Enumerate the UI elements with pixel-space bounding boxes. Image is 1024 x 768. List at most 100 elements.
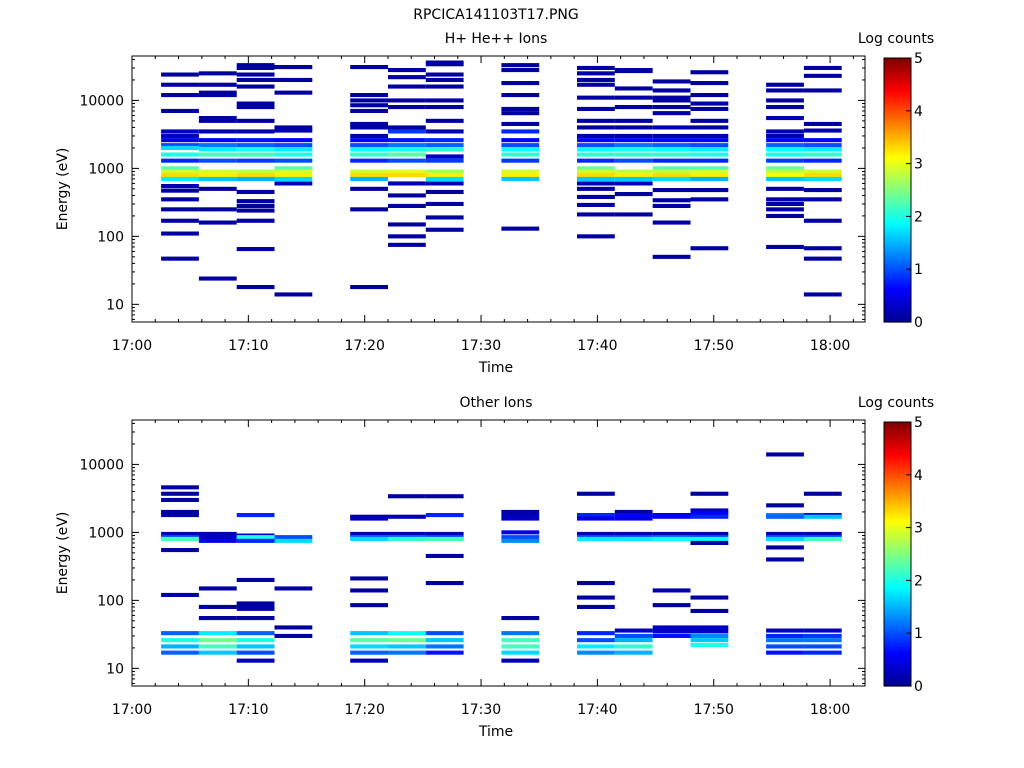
heatmap-cell xyxy=(236,535,275,540)
heatmap-cell xyxy=(501,138,540,143)
heatmap-cell xyxy=(198,220,237,225)
colorbar-segment xyxy=(884,521,911,524)
heatmap-cell xyxy=(690,188,729,193)
heatmap-cell xyxy=(274,128,313,133)
heatmap-cell xyxy=(614,644,653,649)
heatmap-cell xyxy=(690,638,729,643)
colorbar-segment xyxy=(884,485,911,489)
heatmap-cell xyxy=(198,644,237,649)
heatmap-cells xyxy=(161,452,842,663)
colorbar-segment xyxy=(884,104,911,107)
colorbar-segment xyxy=(884,216,911,220)
heatmap-cell xyxy=(652,254,691,259)
heatmap-cell xyxy=(652,88,691,93)
heatmap-cell xyxy=(236,129,275,134)
colorbar-segment xyxy=(884,525,911,529)
heatmap-cell xyxy=(652,111,691,116)
heatmap-cell xyxy=(501,516,540,521)
y-tick-label: 100 xyxy=(97,593,124,609)
heatmap-cell xyxy=(577,158,615,163)
colorbar-segment xyxy=(884,675,911,678)
colorbar-segment xyxy=(884,253,911,257)
heatmap-cell xyxy=(766,88,804,93)
colorbar-frame xyxy=(883,57,912,323)
colorbar-segment xyxy=(884,88,911,92)
heatmap-cell xyxy=(198,172,237,177)
heatmap-cell xyxy=(652,203,691,208)
heatmap-cell xyxy=(388,129,426,134)
heatmap-cell xyxy=(652,625,691,630)
heatmap-cell xyxy=(614,69,653,74)
colorbar-segment xyxy=(884,130,911,134)
heatmap-cell xyxy=(198,118,237,123)
colorbar-segment xyxy=(884,273,911,277)
colorbar-segment xyxy=(884,567,911,570)
heatmap-cell xyxy=(501,650,540,655)
colorbar-segment xyxy=(884,262,911,266)
colorbar-segment xyxy=(884,143,911,147)
heatmap-cell xyxy=(161,184,199,189)
heatmap-cell xyxy=(501,158,540,163)
heatmap-cell xyxy=(425,536,464,541)
heatmap-cell xyxy=(652,79,691,84)
colorbar-segment xyxy=(884,633,911,636)
colorbar-segment xyxy=(884,650,911,654)
y-tick-label: 1000 xyxy=(88,525,124,541)
heatmap-cell xyxy=(161,152,199,157)
colorbar-segment xyxy=(884,505,911,509)
colorbar-segment xyxy=(884,132,911,136)
colorbar-segment xyxy=(884,108,911,112)
heatmap-cell xyxy=(198,538,237,543)
heatmap-cell xyxy=(425,553,464,558)
heatmap-cell xyxy=(350,121,388,126)
heatmap-cell xyxy=(501,63,540,68)
heatmap-cell xyxy=(803,644,842,649)
colorbar-segment xyxy=(884,97,911,101)
heatmap-cell xyxy=(766,143,804,148)
heatmap-cell xyxy=(690,531,729,536)
heatmap-cell xyxy=(388,536,426,541)
colorbar-segment xyxy=(884,181,911,184)
heatmap-cell xyxy=(236,538,275,543)
heatmap-cell xyxy=(501,81,540,86)
heatmap-cell xyxy=(161,497,199,502)
heatmap-cell xyxy=(766,186,804,191)
colorbar-segment xyxy=(884,302,911,305)
heatmap-cell xyxy=(236,147,275,152)
colorbar-segment xyxy=(884,86,911,90)
heatmap-cell xyxy=(425,77,464,82)
heatmap-cell xyxy=(614,192,653,197)
heatmap-cell xyxy=(652,95,691,100)
heatmap-cell xyxy=(236,616,275,621)
x-tick-label: 17:00 xyxy=(112,702,152,718)
heatmap-cell xyxy=(236,105,275,110)
heatmap-cell xyxy=(350,93,388,98)
heatmap-cell xyxy=(198,158,237,163)
heatmap-cell xyxy=(577,71,615,76)
heatmap-cell xyxy=(690,106,729,111)
colorbar-segment xyxy=(884,648,911,652)
colorbar-segment xyxy=(884,223,911,226)
heatmap-cell xyxy=(198,143,237,148)
heatmap-cell xyxy=(350,169,388,174)
colorbar-segment xyxy=(884,556,911,559)
heatmap-cell xyxy=(236,199,275,204)
heatmap-cell xyxy=(350,143,388,148)
heatmap-cell xyxy=(425,176,464,181)
heatmap-cell xyxy=(350,65,388,70)
heatmap-cell xyxy=(690,143,729,148)
colorbar-label: Log counts xyxy=(858,395,934,411)
colorbar-segment xyxy=(884,620,911,623)
heatmap-cell xyxy=(350,207,388,212)
heatmap-cell xyxy=(690,133,729,138)
heatmap-cell xyxy=(501,535,540,540)
heatmap-cell xyxy=(690,608,729,613)
heatmap-cell xyxy=(577,166,615,171)
colorbar-segment xyxy=(884,238,911,242)
colorbar-segment xyxy=(884,315,911,319)
heatmap-cell xyxy=(652,169,691,174)
heatmap-cell xyxy=(690,536,729,541)
x-axis-label: Time xyxy=(478,724,513,740)
heatmap-cell xyxy=(236,577,275,582)
colorbar-segment xyxy=(884,516,911,520)
